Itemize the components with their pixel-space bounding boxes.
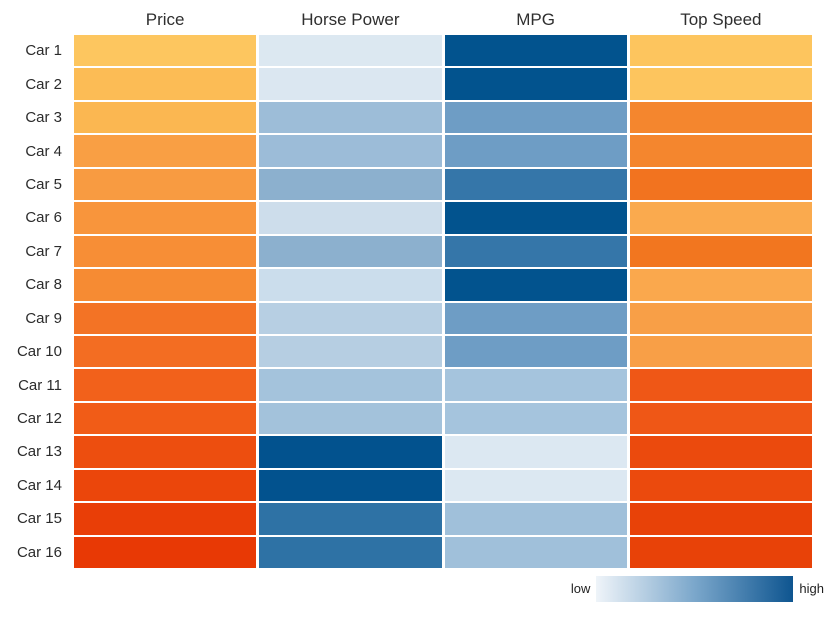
heatmap-cell-car-4-price[interactable]	[74, 135, 257, 167]
heatmap-cell-car-5-horse-power[interactable]	[259, 168, 442, 201]
heatmap-cell-car-5-mpg[interactable]	[444, 168, 627, 201]
heatmap-cell-car-2-price[interactable]	[74, 68, 257, 100]
heatmap-cell-car-9-horse-power[interactable]	[259, 302, 442, 334]
heatmap-cell-car-6-top-speed[interactable]	[629, 202, 812, 234]
column-headers: Price Horse Power MPG Top Speed	[74, 8, 812, 32]
heatmap-cell-car-5-price[interactable]	[74, 168, 257, 201]
heatmap-cell-car-13-top-speed[interactable]	[629, 436, 812, 468]
heatmap-cell-car-1-horse-power[interactable]	[259, 35, 442, 67]
heatmap-cell-car-9-price[interactable]	[74, 302, 257, 334]
row-label-car-12: Car 12	[16, 410, 62, 428]
row-label-car-4: Car 4	[25, 142, 62, 160]
heatmap-cell-car-3-price[interactable]	[74, 101, 257, 134]
heatmap-cell-car-7-mpg[interactable]	[444, 235, 627, 268]
heatmap-cell-car-2-horse-power[interactable]	[259, 68, 442, 100]
row-label-car-3: Car 3	[25, 109, 62, 127]
heatmap-cell-car-11-price[interactable]	[74, 369, 257, 401]
heatmap-cell-car-15-horse-power[interactable]	[259, 503, 442, 535]
heatmap-cell-car-15-mpg[interactable]	[444, 503, 627, 535]
heatmap-cell-car-3-horse-power[interactable]	[259, 101, 442, 134]
heatmap-cell-car-7-horse-power[interactable]	[259, 235, 442, 268]
row-label-car-9: Car 9	[25, 309, 62, 327]
heatmap-cell-car-16-mpg[interactable]	[444, 536, 627, 568]
heatmap-cell-car-7-top-speed[interactable]	[629, 235, 812, 268]
heatmap-cell-car-2-mpg[interactable]	[444, 68, 627, 100]
heatmap-cell-car-3-mpg[interactable]	[444, 101, 627, 134]
legend: low high	[0, 576, 824, 602]
heatmap-cell-car-4-horse-power[interactable]	[259, 135, 442, 167]
heatmap-grid	[74, 35, 812, 568]
row-labels: Car 1 Car 2 Car 3 Car 4 Car 5 Car 6 Car 7 Car 8…	[0, 35, 72, 568]
heatmap-cell-car-16-top-speed[interactable]	[629, 536, 812, 568]
heatmap-cell-car-7-price[interactable]	[74, 235, 257, 268]
heatmap-cell-car-1-mpg[interactable]	[444, 35, 627, 67]
heatmap-cell-car-13-price[interactable]	[74, 436, 257, 468]
legend-low-label: low	[570, 581, 591, 596]
heatmap-cell-car-9-top-speed[interactable]	[629, 302, 812, 334]
column-header-horse-power: Horse Power	[301, 10, 400, 29]
heatmap-cell-car-16-horse-power[interactable]	[259, 536, 442, 568]
heatmap-cell-car-2-top-speed[interactable]	[629, 68, 812, 100]
heatmap-cell-car-8-horse-power[interactable]	[259, 269, 442, 301]
heatmap-cell-car-14-price[interactable]	[74, 469, 257, 502]
heatmap-cell-car-13-horse-power[interactable]	[259, 436, 442, 468]
heatmap-cell-car-4-mpg[interactable]	[444, 135, 627, 167]
row-label-car-15: Car 15	[16, 510, 62, 528]
heatmap-cell-car-10-price[interactable]	[74, 335, 257, 368]
heatmap-cell-car-15-top-speed[interactable]	[629, 503, 812, 535]
row-label-car-1: Car 1	[25, 42, 62, 60]
heatmap-cell-car-12-top-speed[interactable]	[629, 402, 812, 435]
heatmap-cell-car-12-horse-power[interactable]	[259, 402, 442, 435]
heatmap-cell-car-5-top-speed[interactable]	[629, 168, 812, 201]
row-label-car-10: Car 10	[16, 343, 62, 361]
heatmap-cell-car-10-horse-power[interactable]	[259, 335, 442, 368]
row-label-car-8: Car 8	[25, 276, 62, 294]
heatmap-cell-car-11-top-speed[interactable]	[629, 369, 812, 401]
legend-high-label: high	[799, 581, 824, 596]
heatmap-cell-car-11-mpg[interactable]	[444, 369, 627, 401]
heatmap-cell-car-12-mpg[interactable]	[444, 402, 627, 435]
row-label-car-13: Car 13	[16, 443, 62, 461]
heatmap-cell-car-14-horse-power[interactable]	[259, 469, 442, 502]
heatmap-cell-car-3-top-speed[interactable]	[629, 101, 812, 134]
legend-gradient-bar	[596, 576, 794, 602]
heatmap-cell-car-15-price[interactable]	[74, 503, 257, 535]
heatmap-cell-car-8-top-speed[interactable]	[629, 269, 812, 301]
heatmap-cell-car-9-mpg[interactable]	[444, 302, 627, 334]
heatmap-cell-car-6-mpg[interactable]	[444, 202, 627, 234]
heatmap-cell-car-14-mpg[interactable]	[444, 469, 627, 502]
heatmap-cell-car-10-mpg[interactable]	[444, 335, 627, 368]
heatmap-cell-car-8-mpg[interactable]	[444, 269, 627, 301]
row-label-car-6: Car 6	[25, 209, 62, 227]
heatmap-cell-car-10-top-speed[interactable]	[629, 335, 812, 368]
heatmap-cell-car-8-price[interactable]	[74, 269, 257, 301]
heatmap-cell-car-12-price[interactable]	[74, 402, 257, 435]
heatmap-cell-car-16-price[interactable]	[74, 536, 257, 568]
row-label-car-7: Car 7	[25, 242, 62, 260]
row-label-car-11: Car 11	[18, 376, 62, 394]
row-label-car-14: Car 14	[16, 476, 62, 494]
row-label-car-5: Car 5	[25, 175, 62, 193]
column-header-top-speed: Top Speed	[680, 10, 762, 29]
heatmap-cell-car-1-price[interactable]	[74, 35, 257, 67]
heatmap-cell-car-6-price[interactable]	[74, 202, 257, 234]
heatmap-cell-car-4-top-speed[interactable]	[629, 135, 812, 167]
heatmap-cell-car-1-top-speed[interactable]	[629, 35, 812, 67]
column-header-mpg: MPG	[516, 10, 555, 29]
row-label-car-2: Car 2	[25, 75, 62, 93]
heatmap-cell-car-13-mpg[interactable]	[444, 436, 627, 468]
heatmap-cell-car-6-horse-power[interactable]	[259, 202, 442, 234]
heatmap-cell-car-11-horse-power[interactable]	[259, 369, 442, 401]
column-header-price: Price	[145, 10, 185, 29]
heatmap-cell-car-14-top-speed[interactable]	[629, 469, 812, 502]
row-label-car-16: Car 16	[16, 543, 62, 561]
